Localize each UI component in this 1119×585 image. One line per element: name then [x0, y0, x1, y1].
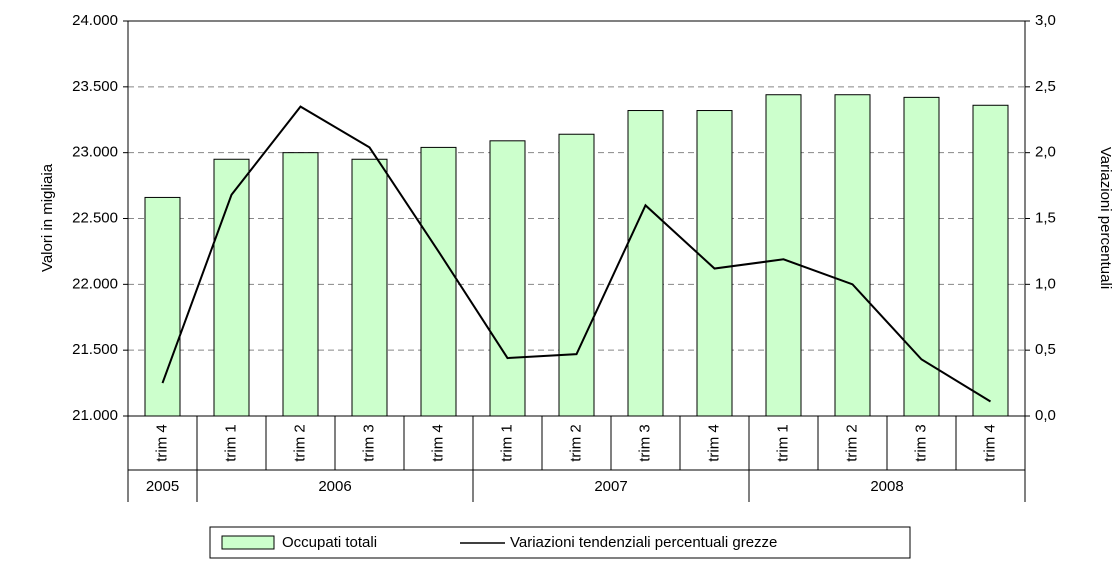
y-tick-label: 21.000: [72, 407, 118, 424]
bar: [282, 152, 319, 417]
bar: [696, 110, 733, 417]
y2-tick-label: 2,5: [1035, 78, 1056, 95]
line-series: [161, 105, 992, 403]
y2-tick-label: 0,0: [1035, 407, 1056, 424]
x-tick-label: trim 4: [429, 424, 446, 462]
legend-label: Variazioni tendenziali percentuali grezz…: [510, 534, 777, 551]
bar: [351, 158, 388, 417]
x-tick-label: trim 3: [912, 424, 929, 462]
legend-label: Occupati totali: [282, 534, 377, 551]
y2-tick-label: 0,5: [1035, 341, 1056, 358]
x-tick-label: trim 4: [981, 424, 998, 462]
bar: [213, 158, 250, 417]
group-label: 2006: [318, 478, 351, 495]
y2-axis-label: Variazioni percentuali: [1097, 147, 1114, 289]
y2-tick-label: 1,5: [1035, 209, 1056, 226]
bar: [903, 96, 940, 417]
bar: [558, 133, 595, 417]
x-tick-label: trim 2: [291, 424, 308, 462]
y-tick-label: 23.500: [72, 78, 118, 95]
x-tick-label: trim 2: [843, 424, 860, 462]
bar: [144, 196, 181, 417]
y-tick-label: 21.500: [72, 341, 118, 358]
x-tick-label: trim 1: [222, 424, 239, 462]
y-tick-label: 23.000: [72, 144, 118, 161]
bar: [420, 146, 457, 417]
bar: [489, 140, 526, 417]
y2-tick-label: 2,0: [1035, 144, 1056, 161]
bar: [627, 110, 664, 417]
x-tick-label: trim 4: [705, 424, 722, 462]
y-tick-label: 24.000: [72, 12, 118, 29]
bar: [834, 94, 871, 417]
x-tick-label: trim 4: [153, 424, 170, 462]
group-label: 2008: [870, 478, 903, 495]
x-tick-label: trim 3: [360, 424, 377, 462]
legend-swatch: [221, 535, 275, 550]
y-tick-label: 22.000: [72, 275, 118, 292]
x-tick-label: trim 3: [636, 424, 653, 462]
x-tick-label: trim 1: [498, 424, 515, 462]
x-tick-label: trim 2: [567, 424, 584, 462]
plot-frame: [127, 20, 1026, 417]
bar: [972, 104, 1009, 417]
y2-tick-label: 3,0: [1035, 12, 1056, 29]
y-axis-label: Valori in migliaia: [39, 163, 56, 272]
group-label: 2007: [594, 478, 627, 495]
bar: [765, 94, 802, 417]
legend-box: [209, 526, 911, 559]
y2-tick-label: 1,0: [1035, 275, 1056, 292]
x-tick-label: trim 1: [774, 424, 791, 462]
group-label: 2005: [146, 478, 179, 495]
y-tick-label: 22.500: [72, 209, 118, 226]
